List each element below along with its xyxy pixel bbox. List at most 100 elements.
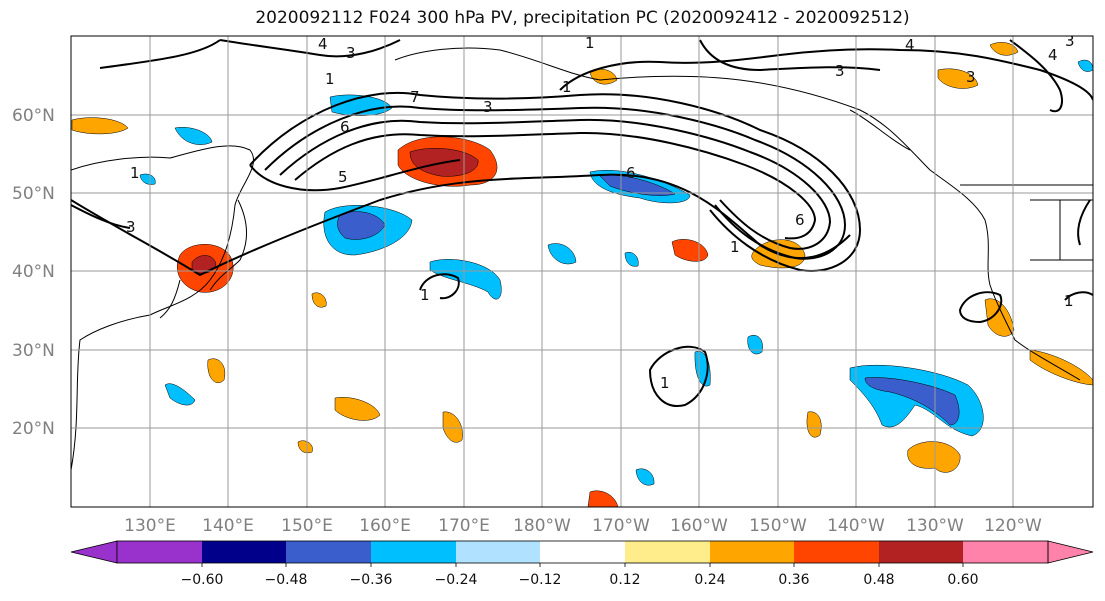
colorbar-segment (963, 541, 1048, 563)
contour-label: 3 (126, 218, 136, 236)
colorbar-segment (456, 541, 540, 563)
lat-label: 50°N (12, 184, 55, 204)
contour-label: 3 (483, 98, 493, 116)
lon-label: 170°W (592, 516, 650, 536)
lon-label: 160°W (670, 516, 728, 536)
lat-label: 40°N (12, 262, 55, 282)
contour-label: 3 (1065, 32, 1075, 50)
colorbar-tick-label: 0.12 (609, 572, 640, 588)
lat-label: 60°N (12, 106, 55, 126)
precip-positive-area (907, 441, 961, 473)
contour-label: 1 (130, 164, 140, 182)
precip-positive-area (442, 411, 463, 443)
colorbar: −0.60 −0.48 −0.36 −0.24 −0.12 0.12 0.24 … (70, 540, 1094, 588)
precip-negative-area (164, 383, 196, 406)
colorbar-tick-label: 0.48 (863, 572, 894, 588)
precip-negative-area (174, 127, 213, 145)
precip-negative-area (624, 252, 639, 267)
contour-label: 3 (346, 44, 356, 62)
precip-positive-area (806, 411, 822, 438)
colorbar-outline (116, 540, 1049, 564)
lat-label: 20°N (12, 419, 55, 439)
contour-label: 3 (966, 68, 976, 86)
lon-label: 120°W (984, 516, 1042, 536)
colorbar-segment (794, 541, 879, 563)
precip-negative-area (337, 211, 386, 240)
precip-positive-area (207, 358, 226, 384)
contour-label: 4 (318, 35, 328, 53)
lon-label: 130°E (124, 516, 176, 536)
precip-negative-area (635, 468, 655, 486)
precip-positive-area (1029, 349, 1093, 386)
precip-negative-area (864, 377, 960, 426)
lon-label: 160°E (359, 516, 411, 536)
colorbar-segment (117, 541, 202, 563)
precip-positive-area (989, 42, 1019, 56)
precip-positive-area (334, 397, 381, 421)
precip-negative-area (547, 243, 577, 265)
precip-negative-area (599, 174, 676, 196)
contour-label: 1 (585, 34, 595, 52)
contour-label: 1 (562, 78, 572, 96)
precip-positive-area (937, 68, 979, 89)
precip-positive-area (71, 117, 129, 135)
contour-label: 1 (1064, 292, 1074, 310)
colorbar-tick-label: −0.24 (435, 572, 478, 588)
precip-negative-area (139, 173, 156, 185)
colorbar-tick-label: −0.12 (519, 572, 562, 588)
contour-label: 1 (420, 286, 430, 304)
precip-negative-area (1077, 59, 1093, 72)
colorbar-segment (540, 541, 625, 563)
lon-label: 170°E (438, 516, 490, 536)
colorbar-low-extension (70, 540, 118, 564)
precip-negative-area (747, 335, 763, 355)
colorbar-tick-label: −0.60 (181, 572, 224, 588)
latitude-labels: 60°N 50°N 40°N 30°N 20°N (12, 106, 55, 439)
contour-label: 1 (325, 70, 335, 88)
contour-label: 7 (410, 88, 420, 106)
map-title: 2020092112 F024 300 hPa PV, precipitatio… (255, 8, 910, 28)
lon-label: 150°E (281, 516, 333, 536)
contour-label: 4 (905, 36, 915, 54)
precip-positive-area (984, 298, 1015, 337)
contour-label: 3 (835, 62, 845, 80)
colorbar-segment (202, 541, 286, 563)
colorbar-segment (879, 541, 963, 563)
precip-shading (71, 42, 1093, 507)
colorbar-segment (371, 541, 456, 563)
contour-label: 6 (795, 211, 805, 229)
colorbar-tick-label: 0.60 (947, 572, 978, 588)
precip-positive-area (587, 490, 619, 507)
contour-labels: 4 3 1 3 1 6 5 7 3 1 6 6 1 1 1 1 3 3 4 3 … (126, 32, 1075, 392)
colorbar-high-extension (1047, 540, 1094, 564)
coastlines (71, 47, 1093, 471)
colorbar-tick-label: 0.36 (778, 572, 809, 588)
precip-positive-area (297, 440, 313, 454)
gridlines (71, 36, 1093, 507)
contour-label: 1 (660, 374, 670, 392)
contour-label: 6 (340, 118, 350, 136)
lat-label: 30°N (12, 341, 55, 361)
colorbar-segment (710, 541, 794, 563)
lon-label: 150°W (749, 516, 807, 536)
lon-label: 130°W (906, 516, 964, 536)
colorbar-tick-label: −0.48 (265, 572, 308, 588)
precip-positive-area (311, 292, 327, 308)
colorbar-segment (625, 541, 710, 563)
colorbar-tick-label: −0.36 (350, 572, 393, 588)
precip-negative-area (429, 259, 502, 300)
map-frame (70, 35, 1094, 508)
contour-label: 1 (730, 238, 740, 256)
lon-label: 180°W (513, 516, 571, 536)
colorbar-segment (286, 541, 371, 563)
lon-label: 140°W (827, 516, 885, 536)
contour-label: 4 (1048, 46, 1058, 64)
longitude-labels: 130°E 140°E 150°E 160°E 170°E 180°W 170°… (124, 516, 1042, 536)
contour-label: 6 (626, 164, 636, 182)
pv-contours (71, 39, 1093, 407)
contour-label: 5 (338, 168, 348, 186)
colorbar-tick-label: 0.24 (694, 572, 725, 588)
precip-negative-area (329, 94, 393, 116)
lon-label: 140°E (202, 516, 254, 536)
